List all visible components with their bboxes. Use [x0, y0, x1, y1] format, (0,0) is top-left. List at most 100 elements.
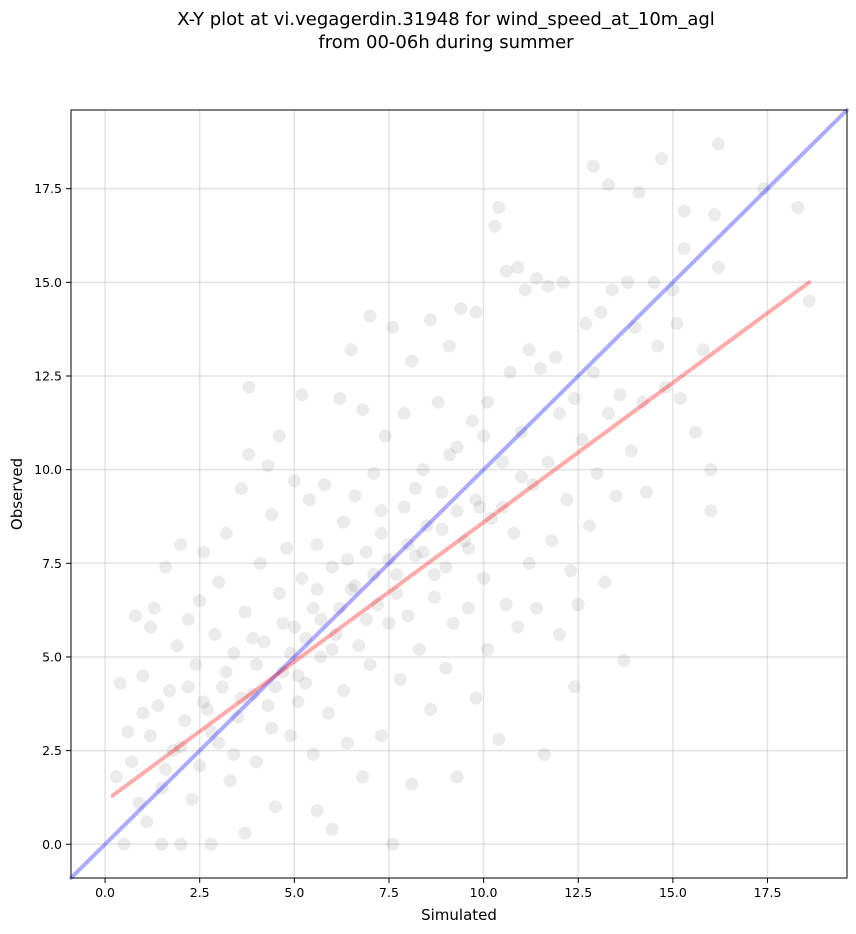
data-point — [586, 159, 600, 173]
y-tick-label: 7.5 — [42, 556, 62, 571]
data-point — [147, 601, 161, 615]
data-point — [639, 485, 653, 499]
data-point — [704, 463, 718, 477]
plot-frame — [70, 109, 848, 879]
data-point — [374, 526, 388, 540]
data-point — [530, 601, 544, 615]
data-point — [314, 613, 328, 627]
data-point — [306, 601, 320, 615]
data-point — [507, 526, 521, 540]
data-point — [170, 639, 184, 653]
data-point — [408, 481, 422, 495]
data-point — [181, 680, 195, 694]
data-point — [420, 519, 434, 533]
data-point — [446, 616, 460, 630]
data-point — [590, 466, 604, 480]
data-point — [371, 598, 385, 612]
data-points — [109, 137, 816, 851]
data-point — [401, 609, 415, 623]
data-point — [321, 706, 335, 720]
x-tick-label: 12.5 — [564, 885, 592, 900]
data-point — [234, 691, 248, 705]
data-point — [363, 657, 377, 671]
data-point — [143, 729, 157, 743]
data-point — [200, 702, 214, 716]
data-point — [325, 822, 339, 836]
data-point — [299, 631, 313, 645]
data-point — [257, 635, 271, 649]
data-point — [480, 395, 494, 409]
x-tick-label: 5.0 — [284, 885, 304, 900]
data-point — [412, 642, 426, 656]
chart-title-line-1: X-Y plot at vi.vegagerdin.31948 for wind… — [177, 9, 715, 30]
data-point — [480, 642, 494, 656]
data-point — [567, 391, 581, 405]
data-point — [291, 695, 305, 709]
data-point — [231, 710, 245, 724]
data-point — [299, 676, 313, 690]
data-point — [348, 489, 362, 503]
data-point — [363, 309, 377, 323]
data-point — [227, 646, 241, 660]
data-point — [484, 511, 498, 525]
data-point — [193, 759, 207, 773]
data-point — [249, 657, 263, 671]
data-point — [140, 815, 154, 829]
y-tick-label: 17.5 — [34, 181, 62, 196]
data-point — [337, 684, 351, 698]
y-axis-ticks: 0.0 2.5 5.0 7.5 10.0 12.5 15.0 17.5 — [34, 181, 71, 852]
data-point — [492, 732, 506, 746]
data-point — [178, 714, 192, 728]
data-point — [477, 429, 491, 443]
regression-line — [110, 280, 812, 798]
data-point — [355, 770, 369, 784]
data-point — [295, 571, 309, 585]
data-point — [405, 777, 419, 791]
data-point — [325, 642, 339, 656]
data-point — [609, 489, 623, 503]
data-point — [560, 493, 574, 507]
data-point — [249, 755, 263, 769]
data-point — [537, 747, 551, 761]
data-point — [711, 137, 725, 151]
x-axis-label: Simulated — [421, 906, 497, 924]
data-point — [651, 339, 665, 353]
data-point — [469, 691, 483, 705]
data-point — [541, 279, 555, 293]
data-point — [284, 729, 298, 743]
data-point — [511, 620, 525, 634]
data-point — [159, 762, 173, 776]
data-point — [605, 283, 619, 297]
y-tick-label: 15.0 — [34, 275, 62, 290]
y-tick-label: 2.5 — [42, 743, 62, 758]
data-point — [689, 425, 703, 439]
data-point — [386, 837, 400, 851]
data-point — [227, 747, 241, 761]
data-point — [658, 380, 672, 394]
x-tick-label: 2.5 — [190, 885, 210, 900]
data-point — [552, 406, 566, 420]
data-point — [443, 339, 457, 353]
data-point — [128, 609, 142, 623]
data-point — [401, 538, 415, 552]
data-point — [215, 680, 229, 694]
data-point — [189, 657, 203, 671]
data-point — [185, 792, 199, 806]
data-point — [461, 601, 475, 615]
data-point — [435, 523, 449, 537]
data-point — [450, 770, 464, 784]
data-point — [673, 391, 687, 405]
data-point — [151, 699, 165, 713]
data-point — [655, 152, 669, 166]
data-point — [397, 500, 411, 514]
data-point — [427, 568, 441, 582]
data-point — [333, 601, 347, 615]
data-point — [367, 466, 381, 480]
data-point — [265, 721, 279, 735]
x-tick-label: 7.5 — [379, 885, 399, 900]
data-point — [382, 553, 396, 567]
data-point — [439, 661, 453, 675]
data-point — [242, 380, 256, 394]
data-point — [503, 365, 517, 379]
data-point — [272, 429, 286, 443]
